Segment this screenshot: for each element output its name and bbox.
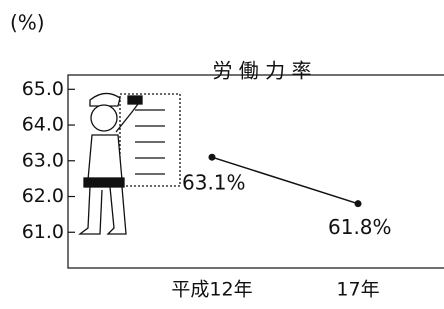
x-tick-label: 17年 [336,279,379,301]
x-tick-label: 平成12年 [171,279,252,301]
data-label: 61.8% [328,215,392,239]
y-tick-label: 64.0 [22,114,64,136]
page: {"chart_data": {"type": "line", "title":… [0,0,444,305]
chart-title: 労 働 力 率 [212,59,311,83]
y-tick-label: 65.0 [22,78,64,100]
y-tick-label: 62.0 [22,185,64,207]
point [209,154,216,161]
point [355,200,362,207]
y-axis-label: (%) [10,11,45,35]
y-tick-label: 61.0 [22,221,64,243]
chart: (%) 労 働 力 率 61.0 62.0 63.0 64.0 65.0 平成12年 17年… [0,0,444,305]
worker-illustration [80,93,180,234]
data-label: 63.1% [182,171,246,195]
y-tick-label: 63.0 [22,149,64,171]
